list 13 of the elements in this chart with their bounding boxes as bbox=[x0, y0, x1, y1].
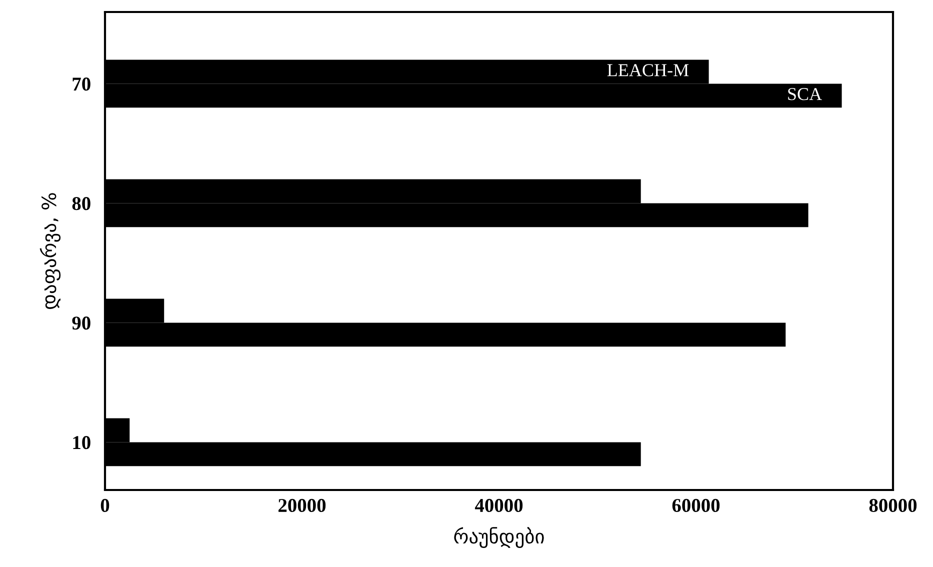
y-tick-label: 10 bbox=[73, 436, 90, 450]
x-axis-title: რაუნდები bbox=[454, 527, 544, 548]
x-tick-label: 80000 bbox=[869, 498, 917, 512]
x-tick-label: 40000 bbox=[474, 498, 523, 512]
series-label: LEACH-M bbox=[607, 64, 689, 76]
x-tick-label: 60000 bbox=[672, 498, 720, 512]
y-tick-label: 80 bbox=[72, 197, 90, 210]
y-axis-title: დაფარვა, % bbox=[40, 193, 61, 309]
x-tick-label: 0 bbox=[100, 498, 110, 512]
x-tick-label: 20000 bbox=[278, 498, 326, 512]
series-label: SCA bbox=[788, 88, 822, 100]
y-tick-label: 90 bbox=[72, 316, 90, 330]
y-tick-label: 70 bbox=[72, 78, 90, 91]
